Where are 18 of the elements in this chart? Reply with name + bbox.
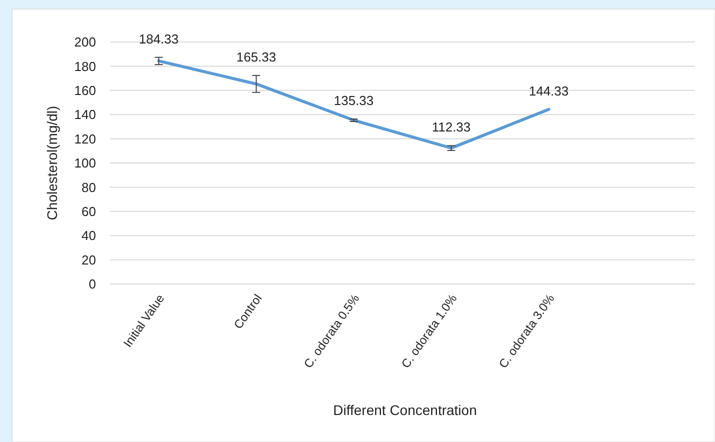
y-tick-label: 160 [74,82,96,98]
x-axis-title: Different Concentration [333,402,477,418]
data-label: 112.33 [432,120,471,135]
y-tick-label: 20 [82,252,96,268]
data-label: 135.33 [334,93,374,108]
y-tick-label: 0 [88,276,96,292]
y-tick-label: 120 [74,131,96,146]
data-label: 184.33 [138,31,179,46]
y-tick-label: 100 [74,156,96,171]
y-tick-label: 40 [82,228,96,244]
y-axis-title: Cholesterol(mg/dl) [44,106,60,220]
data-label: 165.33 [236,49,276,64]
y-tick-label: 60 [82,204,96,219]
y-tick-label: 200 [74,34,96,50]
y-tick-label: 180 [74,58,96,74]
y-tick-label: 80 [82,180,96,195]
data-label: 144.33 [528,83,569,98]
y-tick-label: 140 [74,107,96,122]
